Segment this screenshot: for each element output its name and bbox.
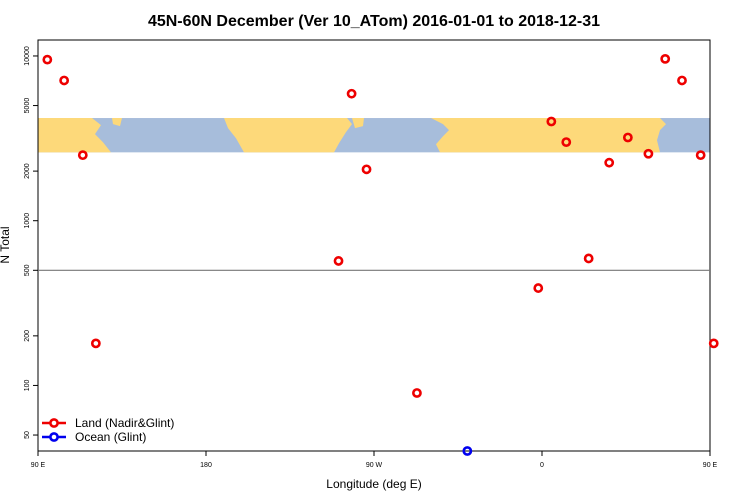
legend-item: Ocean (Glint)	[42, 430, 146, 444]
series-ocean	[462, 446, 473, 456]
data-points	[42, 53, 719, 456]
map-land	[38, 118, 666, 153]
data-point	[708, 338, 719, 349]
data-point	[660, 53, 671, 64]
y-tick-label: 1000	[24, 213, 31, 229]
plot-frame	[37, 39, 711, 452]
y-tick-label: 2000	[24, 163, 31, 179]
data-point	[462, 446, 473, 456]
y-tick-label: 50	[24, 431, 31, 439]
data-point	[622, 132, 633, 143]
data-point	[533, 283, 544, 293]
data-point	[59, 75, 70, 86]
legend-marker	[49, 418, 59, 428]
legend-marker	[49, 432, 59, 442]
data-point	[604, 157, 615, 168]
x-axis: 90 E 180 90 W 0 90 E	[31, 451, 718, 469]
y-tick-label: 5000	[24, 98, 31, 114]
y-tick-label: 500	[24, 264, 31, 276]
data-point	[90, 338, 101, 349]
legend-item: Land (Nadir&Glint)	[42, 416, 174, 430]
y-tick-label: 200	[24, 330, 31, 342]
y-tick-label: 10000	[24, 46, 31, 66]
legend-label: Ocean (Glint)	[75, 430, 146, 444]
data-point	[583, 253, 594, 264]
y-axis-label: N Total	[0, 226, 12, 263]
data-point	[42, 54, 53, 65]
world-map-band	[38, 118, 710, 153]
data-point	[77, 150, 88, 161]
data-point	[643, 148, 654, 159]
chart-title: 45N-60N December (Ver 10_ATom) 2016-01-0…	[148, 13, 600, 30]
data-point	[412, 388, 422, 398]
data-point	[361, 164, 372, 175]
data-point	[346, 88, 357, 99]
x-tick-label: 90 E	[31, 462, 46, 469]
legend: Land (Nadir&Glint)Ocean (Glint)	[42, 416, 174, 444]
x-tick-label: 90 W	[366, 462, 383, 469]
x-tick-label: 0	[540, 462, 544, 469]
data-point	[546, 116, 557, 127]
legend-label: Land (Nadir&Glint)	[75, 416, 174, 430]
y-axis: 50 100 200 500 1000 2000 5000 10000	[24, 46, 38, 439]
data-point	[677, 75, 687, 86]
data-point	[561, 137, 572, 148]
series-land	[42, 53, 719, 398]
data-point	[333, 256, 344, 266]
data-point	[695, 150, 706, 161]
y-tick-label: 100	[24, 380, 31, 392]
x-tick-label: 180	[200, 462, 212, 469]
x-axis-label: Longitude (deg E)	[326, 477, 421, 491]
x-tick-label: 90 E	[703, 462, 718, 469]
